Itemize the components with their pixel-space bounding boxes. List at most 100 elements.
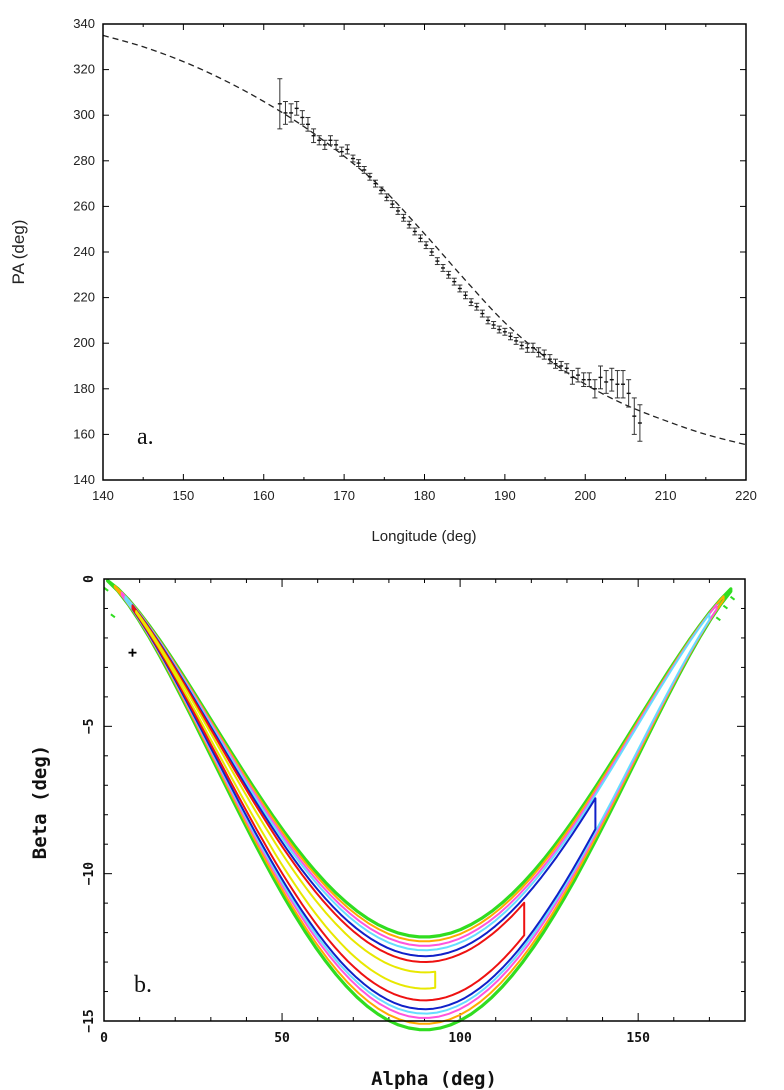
contour-fragment [722, 604, 729, 610]
x-tick-label: 200 [574, 488, 596, 503]
best-fit-marker [128, 648, 137, 657]
data-point [322, 139, 328, 150]
data-point [356, 159, 362, 167]
y-tick-label: 220 [73, 290, 95, 305]
data-point [609, 367, 615, 392]
data-point [350, 154, 356, 163]
data-point [361, 166, 367, 174]
x-tick-label: 50 [274, 1031, 290, 1046]
y-tick-label: 320 [73, 62, 95, 77]
data-point [462, 291, 468, 300]
data-point [474, 302, 480, 311]
panel-b-x-axis-label: Alpha (deg) [371, 1068, 497, 1090]
data-point [299, 110, 305, 125]
x-tick-label: 220 [735, 488, 757, 503]
x-tick-label: 160 [253, 488, 275, 503]
contour-orange [113, 584, 725, 1025]
data-point [305, 116, 311, 132]
data-point [564, 363, 570, 374]
data-point [457, 284, 463, 293]
y-tick-label: 240 [73, 244, 95, 259]
data-point [434, 257, 440, 266]
data-point [389, 200, 395, 209]
panel-a: 140 150 160 170 180 190 200 210 220 140 160 180 200… [9, 16, 757, 545]
data-point [513, 337, 519, 345]
data-point [626, 379, 632, 408]
data-point [423, 241, 429, 250]
panel-a-x-tick-labels: 140 150 160 170 180 190 200 210 220 [92, 488, 757, 503]
x-tick-label: 150 [173, 488, 195, 503]
x-tick-label: 190 [494, 488, 516, 503]
panel-b: 0 50 100 150 −15 −10 −5 0 Alpha (deg) Beta (de… [29, 575, 746, 1090]
x-tick-label: 100 [448, 1031, 472, 1046]
data-point [569, 370, 575, 385]
y-tick-label: −10 [82, 862, 97, 886]
contour-fragment [729, 595, 736, 601]
y-tick-label: 0 [82, 575, 97, 583]
x-tick-label: 140 [92, 488, 114, 503]
y-tick-label: 260 [73, 198, 95, 213]
data-point [440, 264, 446, 272]
panel-b-x-tick-labels: 0 50 100 150 [100, 1031, 650, 1046]
data-point [316, 135, 322, 146]
data-point [372, 179, 378, 188]
data-point [395, 207, 401, 215]
x-tick-label: 180 [414, 488, 436, 503]
data-point [631, 397, 637, 435]
data-point [277, 78, 283, 130]
y-tick-label: 340 [73, 16, 95, 31]
data-point [468, 298, 474, 307]
data-point [378, 186, 384, 195]
panel-b-contours [103, 578, 736, 1032]
data-point [558, 360, 564, 372]
data-point [524, 342, 530, 353]
data-point [384, 193, 390, 202]
data-point [451, 277, 457, 286]
contour-red [131, 604, 526, 1002]
contour-blue [131, 604, 597, 1011]
panel-a-x-axis-label: Longitude (deg) [371, 528, 476, 545]
contour-fragment [715, 616, 721, 622]
data-point [446, 270, 452, 279]
contour-fragment [110, 613, 116, 619]
data-point [496, 325, 502, 334]
panel-b-frame [103, 578, 746, 1022]
data-point [536, 347, 542, 358]
y-tick-label: 140 [73, 472, 95, 487]
y-tick-label: 160 [73, 426, 95, 441]
data-point [547, 354, 553, 365]
data-point [412, 227, 418, 236]
contour-yellow [135, 610, 437, 990]
data-point [417, 234, 423, 243]
data-point [333, 139, 339, 150]
data-point [288, 103, 294, 123]
contour-green-outer [106, 578, 733, 1032]
y-tick-label: 280 [73, 153, 95, 168]
data-point [311, 128, 317, 144]
y-tick-label: −5 [82, 719, 97, 735]
x-tick-label: 150 [626, 1031, 650, 1046]
panel-b-label: b. [134, 972, 152, 998]
data-point [598, 365, 604, 390]
y-tick-label: 300 [73, 107, 95, 122]
x-tick-label: 0 [100, 1031, 108, 1046]
contour-fragment [103, 587, 109, 592]
data-point [592, 379, 598, 399]
data-point [282, 101, 288, 125]
data-point [530, 342, 536, 353]
data-point [519, 341, 525, 350]
data-point [614, 370, 620, 399]
data-point [327, 135, 333, 146]
data-point [339, 146, 345, 157]
data-point [406, 220, 412, 229]
data-point [502, 327, 508, 336]
model-curve [102, 34, 747, 446]
panel-a-data-points [277, 78, 643, 442]
data-point [479, 309, 485, 318]
data-point [367, 172, 373, 181]
data-point [620, 370, 626, 399]
data-point [294, 101, 300, 116]
data-point [485, 316, 491, 325]
data-point [429, 248, 435, 256]
